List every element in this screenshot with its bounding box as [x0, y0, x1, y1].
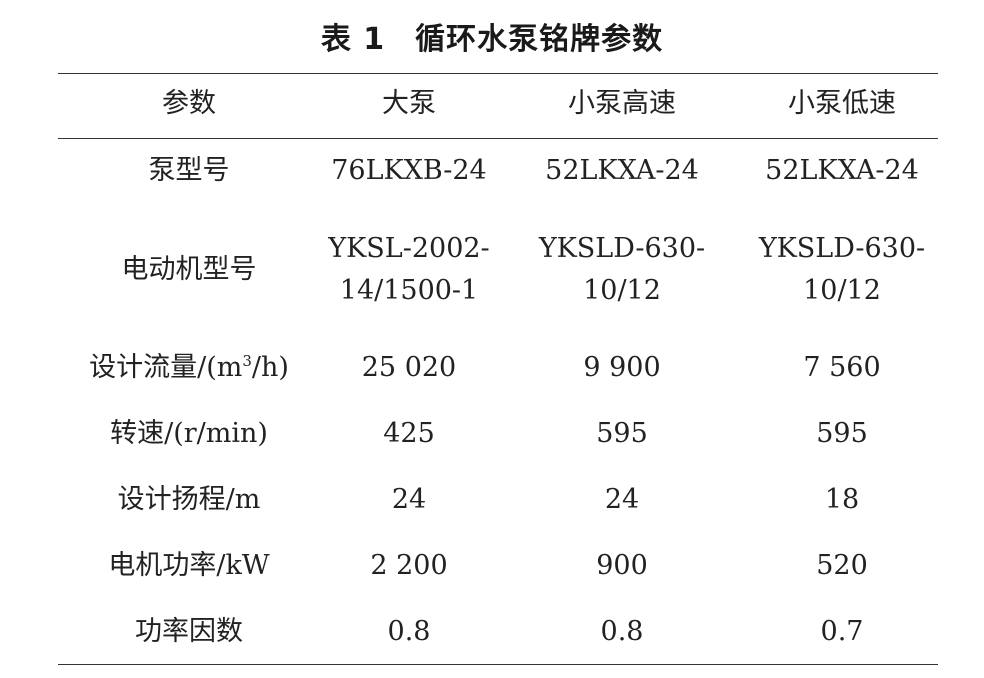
- row-label: 泵型号: [148, 155, 230, 186]
- row-label: 电机功率/kW: [108, 550, 270, 581]
- table-title: 循环水泵铭牌参数: [415, 22, 664, 57]
- table-cell: 7 560: [803, 352, 881, 383]
- header-cell-small-pump-high: 小泵高速: [568, 88, 676, 119]
- table-cell: 425: [383, 418, 435, 449]
- table-number: 表 1: [320, 22, 386, 57]
- table-row: 设计流量/(m3/h) 25 020 9 900 7 560: [58, 347, 938, 389]
- table-row: 电机功率/kW 2 200 900 520: [58, 545, 938, 587]
- table-cell: 595: [596, 418, 648, 449]
- table-cell: YKSL-2002- 14/1500-1: [320, 228, 498, 312]
- table-cell: 520: [816, 550, 868, 581]
- table-caption: 表 1 循环水泵铭牌参数: [0, 14, 984, 58]
- table-cell: 76LKXB-24: [331, 155, 487, 186]
- table-cell: 2 200: [370, 550, 448, 581]
- table-cell: 18: [824, 484, 860, 515]
- row-label: 设计流量/(m3/h): [58, 347, 320, 389]
- cell-line: 14/1500-1: [339, 275, 479, 306]
- table-cell: 52LKXA-24: [765, 155, 919, 186]
- cell-line: 10/12: [803, 275, 881, 306]
- table-cell: 0.8: [387, 616, 431, 647]
- cell-line: YKSLD-630-: [758, 233, 926, 264]
- table-cell: 900: [596, 550, 648, 581]
- table-row: 电动机型号 YKSL-2002- 14/1500-1 YKSLD-630- 10…: [58, 228, 938, 312]
- row-label-text: 设计流量/(m: [89, 352, 243, 383]
- bottom-rule: [58, 664, 938, 665]
- table-row: 转速/(r/min) 425 595 595: [58, 413, 938, 455]
- cell-line: 10/12: [583, 275, 661, 306]
- row-label: 电动机型号: [121, 254, 257, 285]
- table-row: 功率因数 0.8 0.8 0.7: [58, 611, 938, 653]
- superscript: 3: [242, 352, 252, 370]
- table-cell: 9 900: [583, 352, 661, 383]
- table-cell: 24: [391, 484, 427, 515]
- table-cell: 52LKXA-24: [545, 155, 699, 186]
- header-cell-small-pump-low: 小泵低速: [788, 88, 896, 119]
- header-rule: [58, 138, 938, 139]
- table-cell: 595: [816, 418, 868, 449]
- table-row: 泵型号 76LKXB-24 52LKXA-24 52LKXA-24: [58, 150, 938, 192]
- table-row: 设计扬程/m 24 24 18: [58, 479, 938, 521]
- table-cell: YKSLD-630- 10/12: [498, 228, 746, 312]
- table-cell: 25 020: [361, 352, 457, 383]
- row-label: 设计扬程/m: [117, 484, 261, 515]
- table-cell: 0.8: [600, 616, 644, 647]
- top-rule: [58, 73, 938, 74]
- cell-line: YKSLD-630-: [538, 233, 706, 264]
- row-label: 功率因数: [135, 616, 243, 647]
- cell-line: YKSL-2002-: [328, 233, 490, 264]
- header-row: 参数 大泵 小泵高速 小泵低速: [58, 83, 938, 125]
- table-cell: YKSLD-630- 10/12: [746, 228, 938, 312]
- table-cell: 0.7: [820, 616, 864, 647]
- row-label-text: /h): [251, 352, 289, 383]
- header-cell-param: 参数: [162, 88, 216, 119]
- table-cell: 24: [604, 484, 640, 515]
- header-cell-large-pump: 大泵: [382, 88, 436, 119]
- row-label: 转速/(r/min): [110, 418, 268, 449]
